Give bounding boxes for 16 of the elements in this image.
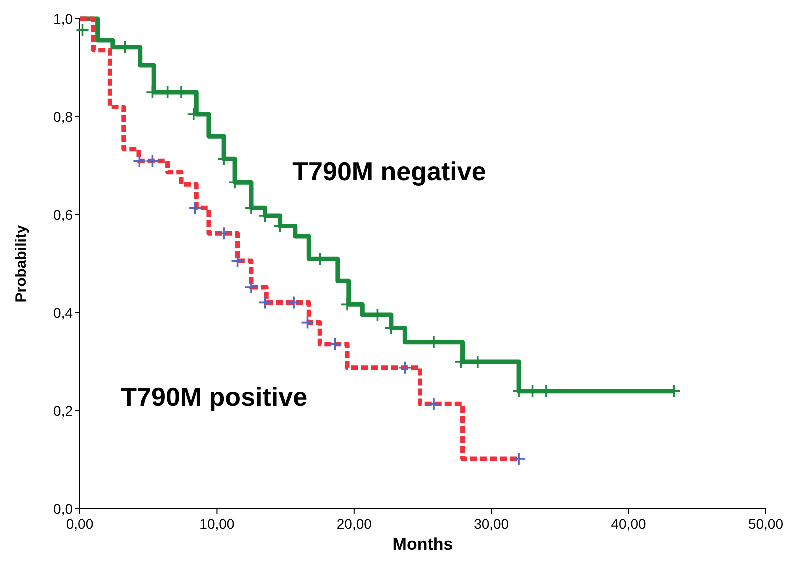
x-axis-title: Months (392, 535, 454, 554)
y-tick-label: 0,0 (54, 500, 74, 517)
y-tick-label: 0,4 (54, 304, 74, 321)
y-axis-title: Probability (13, 224, 30, 303)
x-tick-label: 20,00 (336, 516, 372, 532)
x-tick-label: 0,00 (66, 516, 94, 532)
x-tick-label: 30,00 (474, 516, 510, 532)
series-label: T790M positive (121, 382, 308, 412)
x-tick-label: 50,00 (748, 516, 784, 532)
y-tick-label: 0,2 (54, 402, 74, 419)
series-label: T790M negative (292, 156, 486, 187)
y-tick-label: 1,0 (54, 10, 74, 27)
y-tick-label: 0,6 (54, 206, 74, 223)
y-tick-label: 0,8 (54, 108, 74, 125)
x-tick-label: 10,00 (200, 516, 235, 532)
x-tick-label: 40,00 (611, 516, 647, 532)
